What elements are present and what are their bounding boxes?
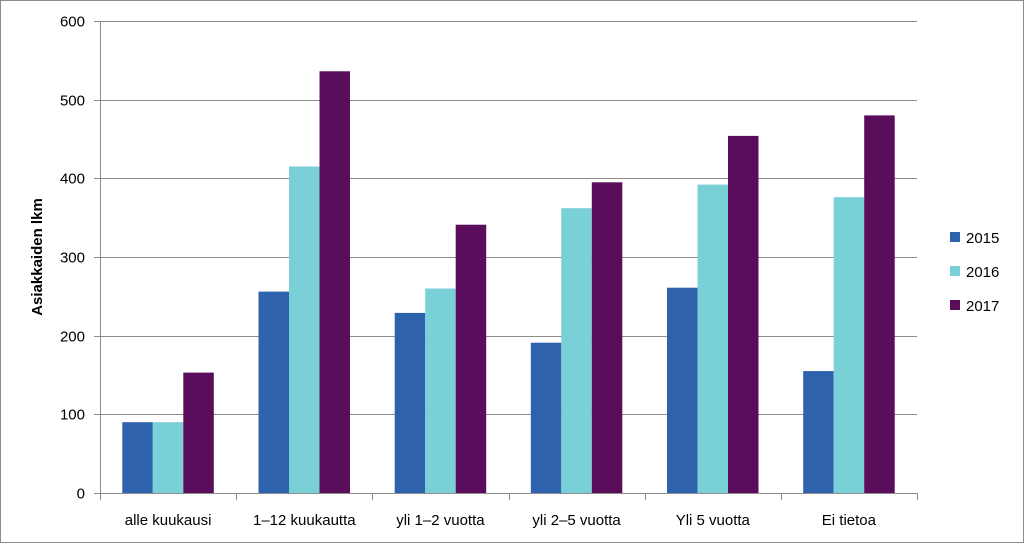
bars (122, 71, 895, 494)
bar-2015-5 (667, 287, 698, 493)
bar-2015-6 (803, 371, 834, 493)
legend-label-2016: 2016 (966, 264, 999, 281)
legend-label-2015: 2015 (966, 230, 999, 247)
legend-label-2017: 2017 (966, 298, 999, 315)
bar-2016-6 (833, 197, 865, 493)
y-tick-labels: 0 100 200 300 400 500 600 (60, 14, 85, 503)
bar-2017-5 (728, 135, 759, 493)
bar-2015-3 (394, 312, 426, 493)
bar-2017-1 (183, 372, 214, 493)
y-tick-label: 400 (60, 171, 85, 188)
bar-2017-6 (864, 115, 895, 494)
x-tick-label: alle kuukausi (125, 512, 212, 529)
x-tick-label: Yli 5 vuotta (676, 512, 751, 529)
axes (94, 21, 918, 500)
bar-2016-3 (425, 288, 456, 493)
y-tick-label: 0 (77, 486, 85, 503)
bar-2016-2 (289, 166, 320, 493)
y-tick-label: 600 (60, 14, 85, 31)
y-tick-label: 300 (60, 250, 85, 267)
x-tick-label: yli 2–5 vuotta (532, 512, 621, 529)
x-tick-label: Ei tietoa (822, 512, 877, 529)
y-tick-label: 200 (60, 329, 85, 346)
bar-2016-4 (561, 208, 592, 493)
legend-swatch-2015 (950, 232, 960, 242)
bar-2016-1 (152, 422, 184, 493)
bar-2017-2 (319, 71, 350, 494)
bar-2016-5 (697, 184, 728, 493)
bar-2015-1 (122, 422, 153, 493)
legend-swatch-2016 (950, 266, 960, 276)
y-axis-title: Asiakkaiden lkm (29, 198, 46, 316)
legend: 2015 2016 2017 (950, 230, 999, 315)
x-tick-label: yli 1–2 vuotta (396, 512, 485, 529)
y-tick-label: 100 (60, 407, 85, 424)
bar-2015-4 (530, 342, 562, 493)
bar-2017-4 (591, 182, 623, 494)
gridlines (100, 21, 917, 415)
x-tick-labels: alle kuukausi 1–12 kuukautta yli 1–2 vuott… (125, 512, 877, 529)
legend-swatch-2017 (950, 300, 960, 310)
y-tick-label: 500 (60, 93, 85, 110)
bar-2017-3 (455, 224, 487, 493)
bar-2015-2 (258, 291, 289, 493)
x-tick-label: 1–12 kuukautta (253, 512, 356, 529)
